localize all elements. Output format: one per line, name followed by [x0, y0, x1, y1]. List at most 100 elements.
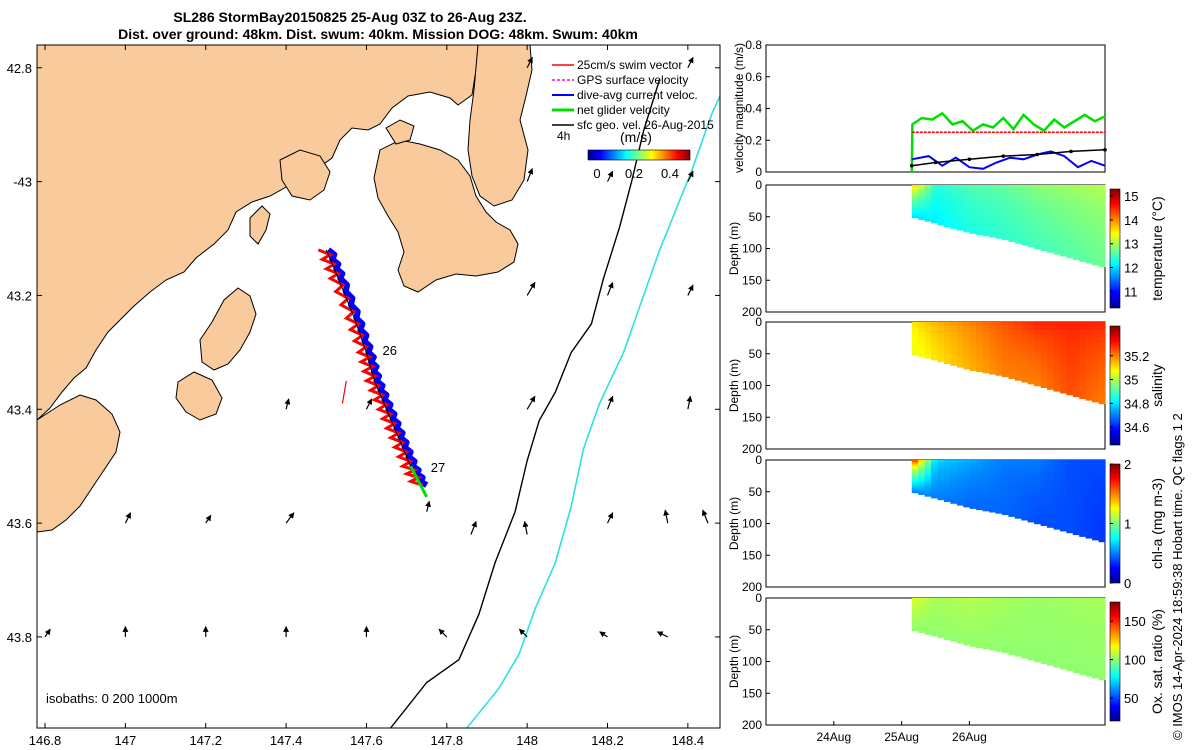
temperature-section-cell: [918, 195, 926, 199]
temperature-section-cell: [995, 214, 1003, 219]
temperature-section-cell: [963, 190, 971, 195]
salinity-section-cell: [976, 337, 984, 342]
temperature-section-cell: [1040, 246, 1048, 251]
oxygen-section-cell: [1053, 641, 1061, 646]
temperature-section-cell: [989, 201, 997, 205]
oxygen-section-cell: [969, 625, 977, 629]
salinity-section-cell: [1021, 344, 1029, 349]
salinity-section-cell: [976, 331, 984, 335]
salinity-section-cell: [931, 329, 939, 333]
chla-section-cell: [924, 462, 932, 466]
chla-section-cell: [989, 476, 997, 480]
chla-section-cell: [944, 478, 951, 482]
temperature-section-cell: [950, 203, 958, 208]
oxygen-section-cell: [944, 618, 951, 622]
chla-section-cell: [950, 484, 958, 488]
salinity-section-cell: [969, 352, 977, 356]
oxygen-section-cell: [1034, 641, 1042, 647]
oxygen-section-cell: [1059, 611, 1067, 617]
temperature-section-cell: [950, 222, 958, 227]
chla-section-cell: [989, 482, 997, 487]
temperature-section-cell: [1008, 202, 1016, 207]
salinity-section-cell: [982, 363, 990, 367]
salinity-section-cell: [931, 331, 939, 335]
chla-section-cell: [918, 492, 926, 495]
oxygen-section-cell: [1066, 602, 1074, 608]
temperature-section-cell: [931, 201, 939, 205]
temperature-section-cell: [1092, 205, 1100, 211]
oxygen-section-cell: [1021, 616, 1029, 621]
oxygen-section-cell: [963, 633, 971, 637]
chla-section-cell: [1047, 464, 1054, 469]
chla-section-cell: [950, 492, 958, 496]
oxygen-section-cell: [963, 639, 971, 643]
chla-section-cell: [1098, 521, 1106, 527]
oxygen-section-cell: [1085, 612, 1093, 619]
salinity-section-cell: [1059, 361, 1067, 367]
chla-section-cell: [911, 476, 919, 479]
temperature-section-cells: [911, 185, 1106, 268]
oxygen-section-cell: [937, 600, 945, 604]
chla-section-cell: [944, 483, 951, 487]
oxygen-section-cell: [963, 615, 971, 620]
chla-section-cell: [982, 491, 990, 496]
chla-section-cell: [995, 503, 1003, 508]
chla-section-cell: [1079, 531, 1087, 537]
chla-section-cell: [1040, 460, 1048, 465]
salinity-section-cell: [937, 329, 945, 333]
oxygen-section-cell: [969, 607, 977, 611]
oxygen-section-cell: [950, 635, 958, 640]
oxygen-section-cell: [1027, 648, 1035, 653]
salinity-section-cell: [1059, 357, 1067, 363]
temperature-section-cell: [976, 194, 984, 198]
temperature-section-cell: [1021, 192, 1029, 197]
chla-section-cell: [976, 494, 984, 498]
map-x-tick-label: 148.2: [591, 733, 624, 748]
temperature-section-cell: [976, 206, 984, 211]
chla-section-cell: [989, 502, 997, 506]
salinity-section-cell: [1014, 369, 1022, 374]
salinity-section-cell: [924, 344, 932, 348]
temperature-section-cell: [937, 192, 945, 196]
salinity-section-cell: [1098, 378, 1106, 384]
oxygen-section-cell: [918, 600, 926, 603]
oxygen-section-cell: [982, 632, 990, 637]
oxygen-section-cell: [944, 621, 951, 625]
oxygen-section-cell: [1085, 666, 1093, 672]
temperature-section-cell: [1079, 204, 1087, 210]
chla-section-cell: [1027, 460, 1035, 465]
temperature-section-cell: [931, 203, 939, 207]
chla-section-cell: [944, 498, 951, 502]
oxygen-section-cell: [1098, 643, 1106, 650]
temperature-section-cell: [1034, 208, 1042, 214]
temperature-section-cell: [918, 191, 926, 195]
oxygen-section-cell: [1079, 636, 1087, 642]
temperature-section-cell: [937, 197, 945, 201]
oxygen-section-cell: [1001, 628, 1009, 633]
temperature-section-cell: [1021, 207, 1029, 212]
salinity-section-cell: [1001, 373, 1009, 378]
temperature-section-cell: [911, 199, 919, 202]
chla-section-cell: [1079, 488, 1087, 494]
salinity-section-cell: [989, 341, 997, 346]
salinity-section-cell: [937, 354, 945, 358]
oxygen-section-cell: [1053, 628, 1061, 634]
oxygen-section-cell: [1047, 644, 1054, 649]
salinity-section-cell: [924, 326, 932, 330]
temperature-section-cell: [1098, 220, 1106, 227]
temperature-section-cell: [1008, 199, 1016, 204]
temperature-section-cell: [1092, 209, 1100, 216]
chla-section-cell: [1079, 483, 1087, 490]
oxygen-section-cell: [944, 610, 951, 615]
temperature-section-cell: [995, 218, 1003, 223]
temperature-section-cell: [1053, 206, 1061, 212]
temperature-section-cell: [989, 211, 997, 215]
geo-vector: [438, 628, 448, 638]
oxygen-section-cell: [1047, 648, 1054, 654]
temperature-section-cell: [1008, 206, 1016, 211]
oxygen-section-cell: [944, 608, 951, 612]
chla-section-cell: [924, 487, 932, 490]
oxygen-section-cell: [1079, 607, 1087, 613]
oxygen-section-cell: [956, 614, 964, 619]
salinity-section-cell: [937, 356, 945, 360]
